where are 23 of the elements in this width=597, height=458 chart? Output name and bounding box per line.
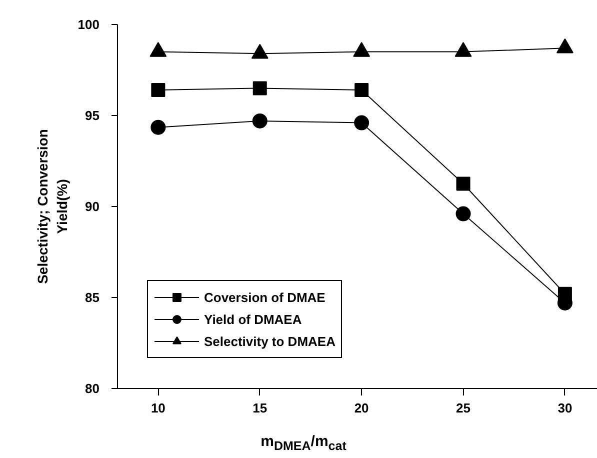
- y-axis-title: Selectivity; Conversion Yield(%): [34, 129, 70, 284]
- legend-label: Yield of DMAEA: [204, 312, 302, 326]
- y-tick-label: 100: [78, 17, 100, 32]
- x-tick-label: 15: [252, 400, 268, 416]
- x-axis-title: m$_{DMEA}$/m$_{cat}$: [260, 432, 346, 455]
- x-tick-label: 10: [150, 400, 166, 416]
- point: [252, 113, 268, 128]
- legend-label: Selectivity to DMAEA: [204, 334, 336, 348]
- x-tick-label: 20: [354, 400, 369, 416]
- y-tick-label: 90: [85, 199, 100, 214]
- point: [354, 115, 370, 130]
- point: [252, 81, 267, 96]
- point: [456, 176, 470, 191]
- y-tick-label: 85: [85, 290, 100, 305]
- y-tick-label: 95: [85, 108, 100, 123]
- point: [151, 83, 166, 98]
- x-tick-label: 30: [558, 400, 572, 416]
- legend-label: Coversion of DMAE: [204, 290, 326, 304]
- point: [150, 120, 166, 135]
- y-tick-label: 80: [85, 381, 100, 396]
- point: [456, 206, 471, 222]
- point: [354, 83, 369, 98]
- x-tick-label: 25: [456, 400, 470, 416]
